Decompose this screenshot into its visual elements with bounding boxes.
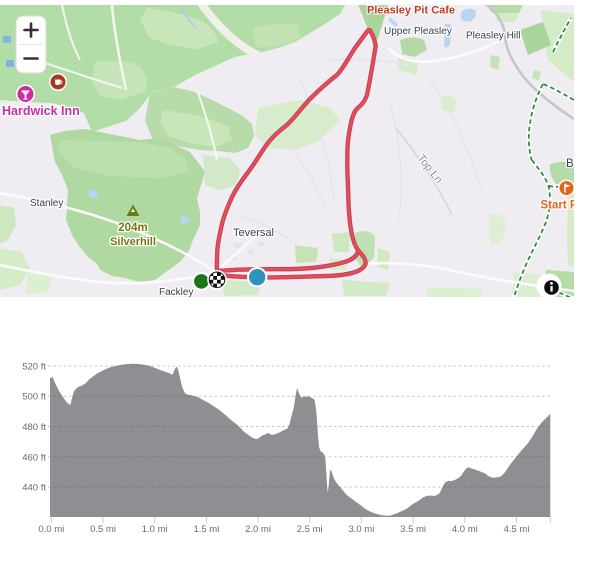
svg-text:1.5 mi: 1.5 mi (193, 524, 219, 535)
svg-text:Stanley: Stanley (30, 198, 63, 209)
svg-text:Silverhill: Silverhill (110, 236, 156, 248)
svg-text:2.0 mi: 2.0 mi (245, 524, 271, 535)
svg-text:3.0 mi: 3.0 mi (348, 524, 374, 535)
svg-text:Teversal: Teversal (233, 227, 274, 239)
svg-text:Fackley: Fackley (159, 287, 193, 298)
svg-text:3.5 mi: 3.5 mi (400, 524, 426, 535)
svg-text:1.0 mi: 1.0 mi (142, 524, 168, 535)
svg-text:Hardwick Inn: Hardwick Inn (2, 104, 80, 118)
svg-text:500 ft: 500 ft (22, 392, 46, 403)
svg-text:Start P: Start P (541, 200, 578, 212)
svg-text:460 ft: 460 ft (22, 452, 46, 463)
svg-text:4.5 mi: 4.5 mi (504, 524, 530, 535)
svg-text:2.5 mi: 2.5 mi (297, 524, 323, 535)
svg-text:Pleasley Pit Cafe: Pleasley Pit Cafe (367, 5, 455, 17)
svg-text:0.5 mi: 0.5 mi (90, 524, 116, 535)
svg-text:204m: 204m (118, 222, 147, 234)
svg-text:B: B (566, 158, 574, 170)
svg-text:520 ft: 520 ft (22, 362, 46, 373)
svg-text:0.0 mi: 0.0 mi (38, 524, 64, 535)
svg-text:Pleasley Hill: Pleasley Hill (466, 31, 520, 42)
svg-text:480 ft: 480 ft (22, 422, 46, 433)
svg-text:Upper Pleasley: Upper Pleasley (384, 26, 452, 37)
svg-text:4.0 mi: 4.0 mi (452, 524, 478, 535)
svg-text:440 ft: 440 ft (22, 483, 46, 494)
